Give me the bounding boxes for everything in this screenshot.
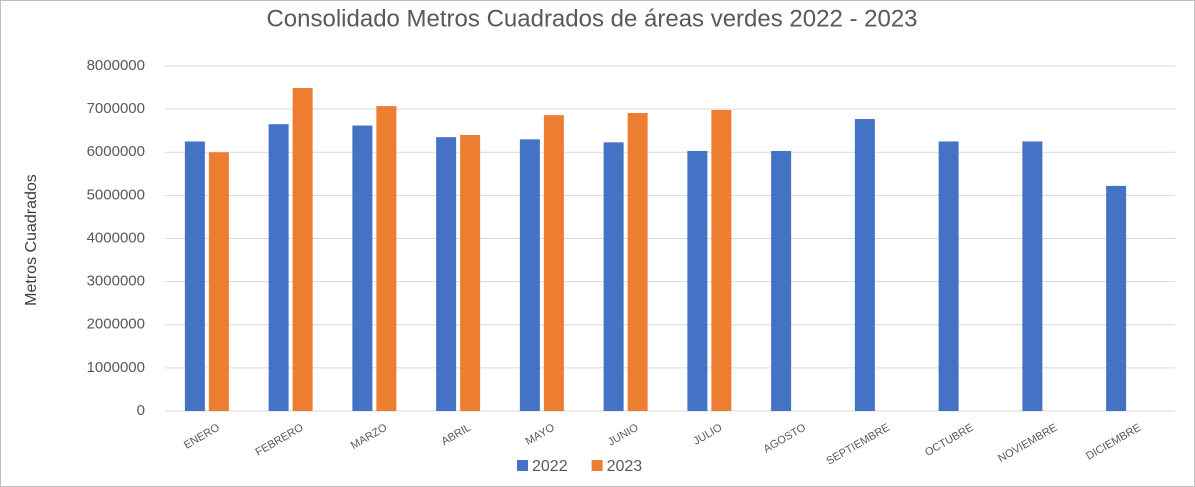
y-tick-label: 2000000 xyxy=(87,316,145,333)
bar xyxy=(543,115,564,411)
bar xyxy=(771,150,792,412)
legend-label: 2023 xyxy=(607,458,643,475)
bar xyxy=(436,137,457,411)
bar xyxy=(938,141,959,411)
bar xyxy=(292,87,313,412)
bar xyxy=(1022,141,1043,411)
chart-title: Consolidado Metros Cuadrados de áreas ve… xyxy=(266,5,917,32)
y-tick-label: 4000000 xyxy=(87,229,145,246)
bar xyxy=(603,142,624,412)
y-tick-label: 8000000 xyxy=(87,57,145,74)
y-tick-label: 6000000 xyxy=(87,143,145,160)
bar xyxy=(352,125,373,411)
legend-label: 2022 xyxy=(532,458,568,475)
legend-swatch xyxy=(591,460,603,471)
y-axis-label: Metros Cuadrados xyxy=(23,174,40,306)
bar xyxy=(268,124,289,411)
bar xyxy=(460,135,481,411)
y-tick-label: 0 xyxy=(137,402,145,419)
y-tick-label: 1000000 xyxy=(87,359,145,376)
bar xyxy=(854,119,875,411)
bar xyxy=(208,152,229,411)
bar xyxy=(184,141,205,411)
y-tick-label: 3000000 xyxy=(87,273,145,290)
bar xyxy=(519,139,540,411)
bar xyxy=(627,113,648,411)
bar xyxy=(711,109,732,412)
bar xyxy=(376,106,397,411)
bar xyxy=(1106,185,1127,411)
y-tick-label: 5000000 xyxy=(87,186,145,203)
legend-swatch xyxy=(517,460,528,471)
y-tick-label: 7000000 xyxy=(87,100,145,117)
bar xyxy=(687,150,708,412)
